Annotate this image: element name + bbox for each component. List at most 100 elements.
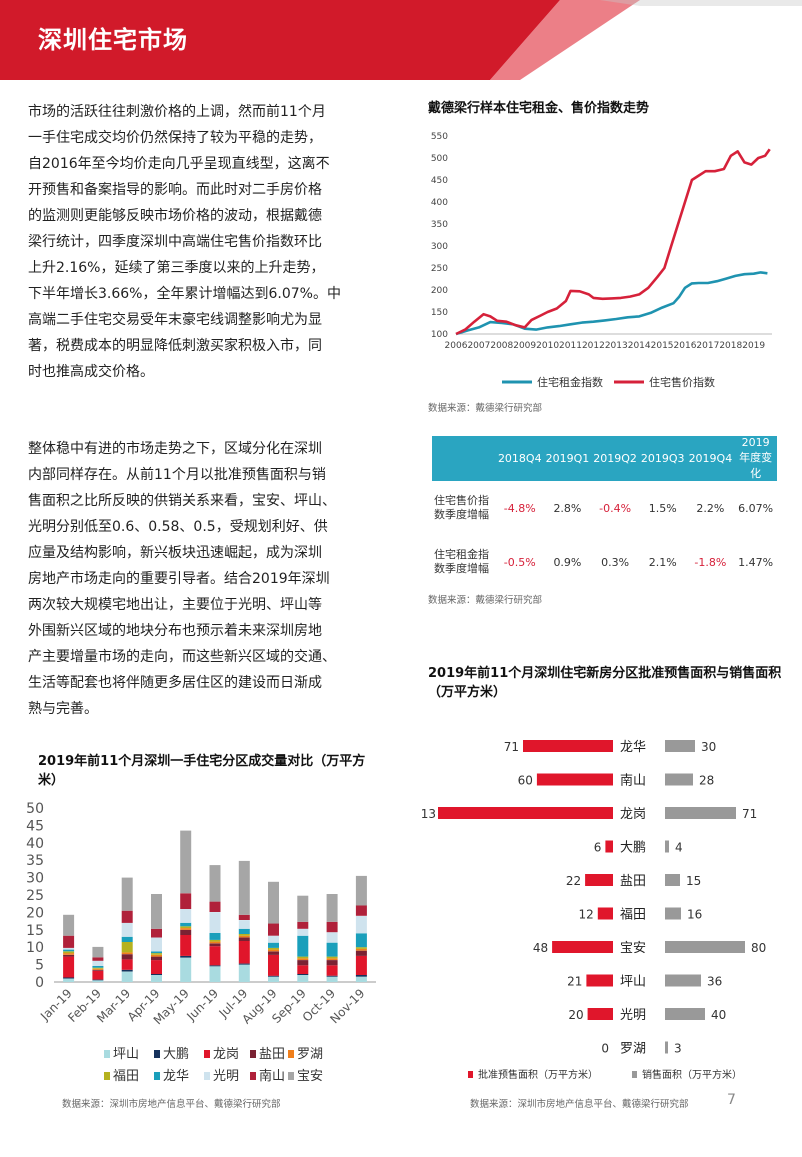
stack-segment-4 — [268, 949, 279, 952]
legend-label: 销售面积（万平方米） — [642, 1068, 742, 1081]
table-cell: 2.1% — [648, 555, 677, 569]
stack-segment-2 — [151, 960, 162, 974]
stack-segment-7 — [238, 920, 250, 929]
sales-bar — [665, 840, 669, 853]
stack-segment-1 — [209, 965, 221, 967]
stack-segment-7 — [92, 960, 104, 966]
stack-segment-6 — [297, 935, 309, 957]
table-header-cell: 2018Q4 — [495, 436, 544, 481]
sales-value-label: 71 — [742, 807, 757, 821]
sales-bar — [665, 907, 681, 920]
district-supply-chart-source: 数据来源：深圳市房地产信息平台、戴德梁行研究部 — [470, 1099, 689, 1110]
stack-segment-6 — [151, 951, 162, 954]
stack-segment-9 — [268, 881, 279, 924]
legend-swatch — [204, 1072, 210, 1080]
x-tick-label: 2009 — [513, 341, 536, 351]
y-tick-label: 0 — [35, 975, 44, 991]
stack-segment-8 — [355, 905, 367, 916]
stack-segment-0 — [121, 971, 133, 982]
y-tick-label: 200 — [431, 286, 448, 296]
legend-swatch — [288, 1072, 294, 1080]
table-header-cell: 2019年度变化 — [734, 436, 777, 481]
stack-segment-5 — [209, 939, 221, 942]
table-header-cell: 2019Q2 — [591, 436, 639, 481]
stack-segment-1 — [297, 974, 309, 975]
district-label: 龙岗 — [620, 807, 646, 822]
legend-swatch — [104, 1050, 110, 1058]
presale-value-label: 21 — [567, 975, 582, 989]
paragraph-line: 自2016年至今均价走向几乎呈现直线型，这离不 — [28, 156, 330, 172]
table-header-cell: 2019Q1 — [543, 436, 592, 481]
stack-segment-2 — [121, 959, 133, 970]
stack-segment-5 — [121, 942, 133, 953]
stack-segment-4 — [326, 958, 338, 960]
stack-segment-1 — [92, 979, 104, 981]
stack-segment-3 — [297, 960, 309, 966]
y-tick-label: 40 — [26, 836, 44, 852]
paragraph-line: 上升2.16%，延续了第三季度以来的上升走势， — [28, 260, 325, 276]
paragraph-line: 开预售和备案指导的影响。而此时对二手房价格 — [28, 182, 322, 198]
x-tick-label: 2018 — [719, 341, 742, 351]
stack-segment-1 — [180, 955, 192, 958]
y-tick-label: 50 — [26, 801, 44, 817]
stack-segment-9 — [326, 894, 338, 922]
stack-segment-6 — [355, 933, 367, 948]
region-paragraph: 整体稳中有进的市场走势之下，区域分化在深圳 内部同样存在。从前11个月以批准预售面… — [28, 436, 358, 722]
legend-label: 福田 — [113, 1069, 139, 1084]
legend-label: 盐田 — [259, 1047, 285, 1062]
stack-segment-7 — [121, 922, 133, 937]
sales-bar — [665, 1008, 705, 1020]
paragraph-line: 下半年增长3.66%，全年累计增幅达到6.07%。中 — [28, 286, 341, 302]
table-row-label: 住宅售价指数季度增幅 — [434, 494, 489, 521]
paragraph-line: 整体稳中有进的市场走势之下，区域分化在深圳 — [28, 441, 322, 457]
x-tick-label: 2015 — [651, 341, 674, 351]
paragraph-line: 的监测则更能够反映市场价格的波动，根据戴德 — [28, 208, 322, 224]
sales-bar — [665, 874, 680, 886]
y-tick-label: 35 — [26, 853, 44, 869]
stack-segment-6 — [209, 932, 221, 940]
paragraph-line: 梁行统计，四季度深圳中高端住宅售价指数环比 — [28, 234, 322, 250]
stack-segment-0 — [151, 975, 162, 982]
legend-label: 宝安 — [297, 1069, 323, 1084]
stack-segment-3 — [151, 956, 162, 961]
stack-segment-2 — [180, 935, 192, 956]
paragraph-line: 售面积之比所反映的供销关系来看，宝安、坪山、 — [28, 493, 336, 509]
stack-segment-1 — [355, 975, 367, 977]
stack-segment-0 — [326, 976, 338, 982]
y-tick-label: 15 — [26, 923, 44, 939]
presale-bar — [552, 941, 613, 953]
paragraph-line: 时也推高成交价格。 — [28, 364, 154, 380]
table-cell: 1.47% — [738, 555, 774, 569]
paragraph-line: 光明分别低至0.6、0.58、0.5，受规划利好、供 — [28, 519, 328, 535]
stack-segment-9 — [92, 946, 104, 958]
y-tick-label: 20 — [26, 905, 44, 921]
stack-segment-4 — [209, 941, 221, 944]
presale-value-label: 12 — [579, 908, 594, 922]
stack-segment-6 — [121, 936, 133, 942]
stack-segment-7 — [180, 908, 192, 923]
index-chart-title: 戴德梁行样本住宅租金、售价指数走势 — [428, 101, 650, 116]
presale-bar — [586, 974, 613, 987]
district-label: 罗湖 — [620, 1042, 646, 1057]
legend-label: 罗湖 — [297, 1047, 323, 1062]
paragraph-line: 生活等配套也将伴随更多居住区的建设而日渐成 — [28, 675, 322, 691]
series-line-1 — [455, 148, 771, 336]
y-tick-label: 25 — [26, 888, 44, 904]
index-chart-source: 数据来源：戴德梁行研究部 — [428, 403, 543, 414]
stack-segment-3 — [326, 960, 338, 966]
stack-segment-5 — [268, 947, 279, 950]
y-tick-label: 5 — [35, 958, 44, 974]
legend-label: 龙岗 — [213, 1047, 239, 1062]
sales-bar — [665, 941, 745, 953]
stack-segment-0 — [355, 976, 367, 982]
presale-bar — [523, 740, 613, 752]
legend-swatch — [288, 1050, 294, 1058]
x-tick-label: 2019 — [742, 341, 765, 351]
stack-segment-1 — [268, 975, 279, 977]
x-tick-label: 2012 — [582, 341, 605, 351]
table-header-cell: 2019Q3 — [638, 436, 687, 481]
district-label: 坪山 — [620, 975, 646, 990]
sales-value-label: 36 — [707, 975, 722, 989]
series-line-0 — [455, 271, 768, 336]
